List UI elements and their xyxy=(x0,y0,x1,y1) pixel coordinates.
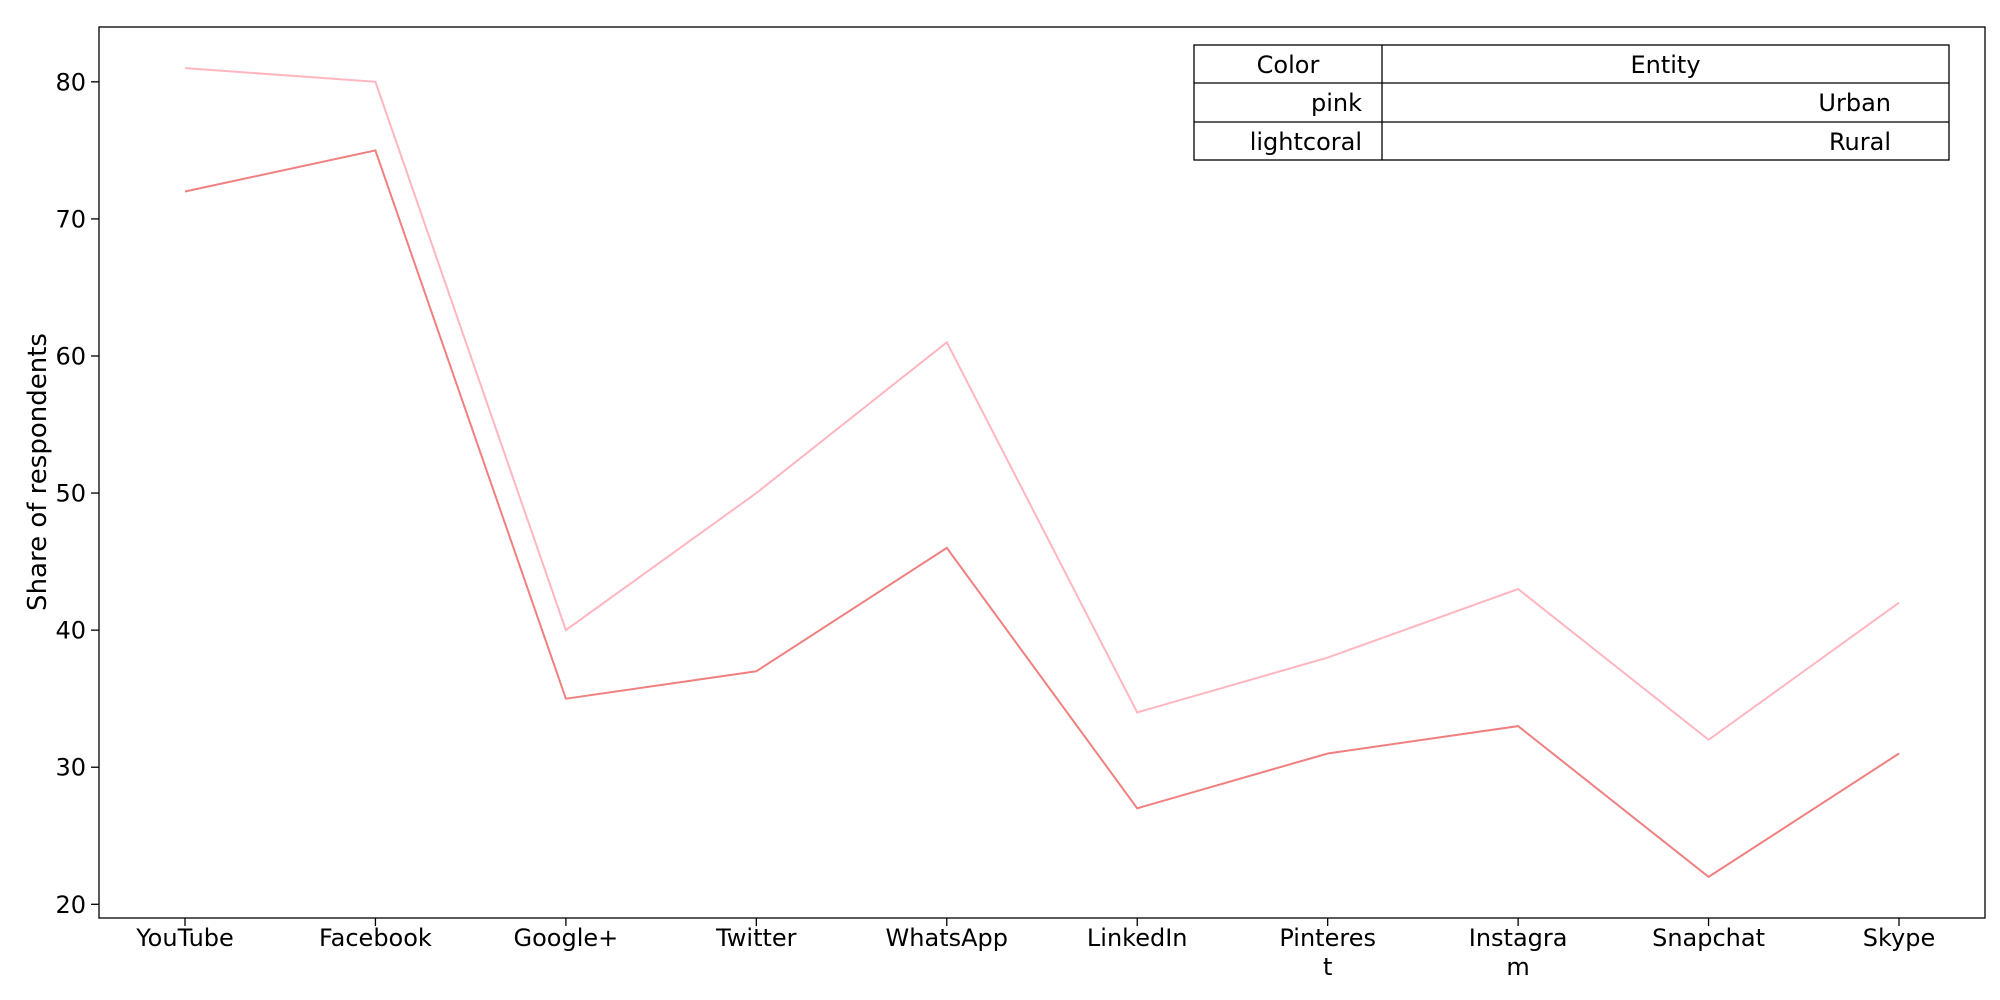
series-line-urban xyxy=(184,67,1900,742)
legend-table-frame xyxy=(1193,44,1950,161)
x-tick-label: LinkedIn xyxy=(1087,924,1188,952)
x-tick-label: YouTube xyxy=(135,924,234,952)
y-axis-label: Share of respondents xyxy=(23,333,53,611)
x-tick-label: Pinteres t xyxy=(1279,924,1376,981)
y-tick-label: 70 xyxy=(55,205,86,233)
legend-cell-entity: Urban xyxy=(1818,89,1891,117)
legend-cell-color: lightcoral xyxy=(1250,128,1362,156)
y-tick-label: 40 xyxy=(55,617,86,645)
legend-table: Color Entity pink Urban lightcoral Rural xyxy=(1193,44,1950,161)
x-axis: YouTube Facebook Google+ Twitter WhatsApp Lin… xyxy=(135,918,1935,981)
series-line-rural xyxy=(184,149,1900,879)
y-tick-label: 30 xyxy=(55,754,86,782)
y-tick-label: 80 xyxy=(55,68,86,96)
x-tick-label: Facebook xyxy=(319,924,432,952)
y-tick-label: 60 xyxy=(55,342,86,370)
x-tick-label: Instagra m xyxy=(1469,924,1568,981)
legend-header-color: Color xyxy=(1257,51,1320,79)
y-tick-label: 50 xyxy=(55,480,86,508)
x-tick-label: Google+ xyxy=(514,924,619,952)
y-tick-label: 20 xyxy=(55,891,86,919)
legend-cell-entity: Rural xyxy=(1829,128,1891,156)
legend-header-entity: Entity xyxy=(1630,51,1700,79)
x-tick-label: WhatsApp xyxy=(886,924,1008,952)
x-tick-label: Twitter xyxy=(715,924,797,952)
x-tick-label: Snapchat xyxy=(1652,924,1765,952)
plot-area xyxy=(98,26,1986,919)
x-tick-label: Skype xyxy=(1863,924,1935,952)
series-lines xyxy=(184,67,1900,879)
y-axis: 20 30 40 50 60 70 80 xyxy=(55,68,99,919)
legend-cell-color: pink xyxy=(1311,89,1362,117)
